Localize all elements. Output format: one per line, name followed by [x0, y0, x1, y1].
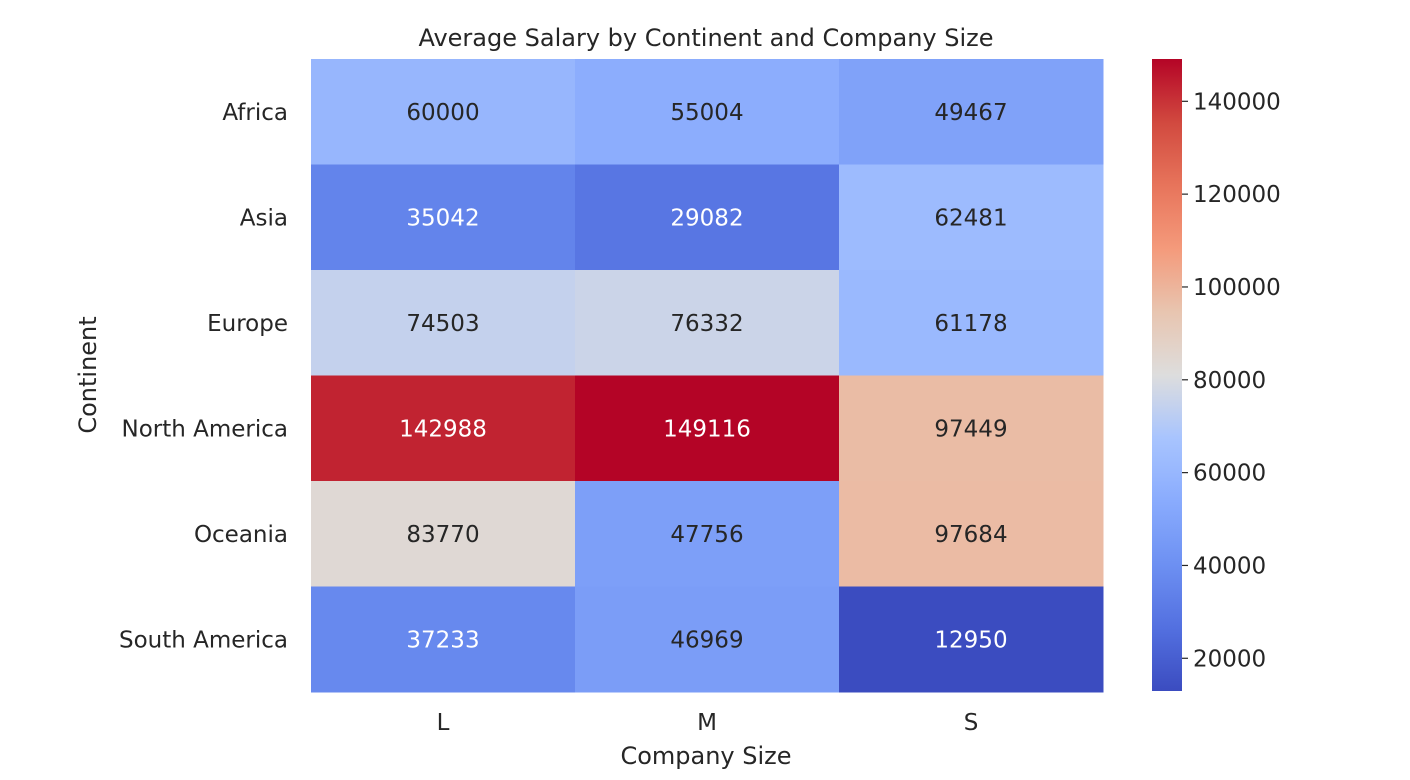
x-tick-label-2: S — [964, 710, 979, 736]
heatmap-cell-4-0 — [311, 481, 576, 587]
heatmap-cell-1-2 — [839, 164, 1104, 271]
colorbar-tick-label-5: 120000 — [1193, 182, 1281, 208]
heatmap-cell-3-2 — [839, 375, 1104, 482]
heatmap-cell-1-0 — [311, 164, 576, 271]
cell-value-label-1-2: 62481 — [934, 205, 1007, 231]
heatmap-cell-5-2 — [839, 586, 1104, 693]
cell-value-label-5-2: 12950 — [934, 627, 1007, 653]
heatmap-cells: 60000 55004 49467 35042 29082 62481 74503 76332… — [311, 59, 1104, 693]
x-tick-label-0: L — [437, 710, 450, 736]
colorbar-tick-label-0: 20000 — [1193, 646, 1266, 672]
heatmap-cell-2-1 — [575, 270, 840, 376]
y-tick-label-1: Asia — [240, 205, 288, 231]
cell-value-label-4-1: 47756 — [670, 522, 743, 548]
colorbar-ticks: 20000 40000 60000 80000 100000 120000 140000 — [1182, 89, 1281, 672]
cell-value-label-0-0: 60000 — [406, 100, 479, 126]
cell-value-label-4-2: 97684 — [934, 522, 1007, 548]
cell-value-label-3-2: 97449 — [934, 416, 1007, 442]
y-tick-label-4: Oceania — [194, 522, 288, 548]
colorbar-tick-label-6: 140000 — [1193, 89, 1281, 115]
y-tick-labels: Africa Asia Europe North America Oceania Sout… — [119, 100, 288, 654]
colorbar-tick-label-4: 100000 — [1193, 275, 1281, 301]
heatmap-cell-2-0 — [311, 270, 576, 376]
y-axis-label: Continent — [74, 316, 102, 433]
x-tick-label-1: M — [697, 710, 717, 736]
heatmap-cell-3-1 — [575, 375, 840, 482]
cell-value-label-3-1: 149116 — [663, 416, 751, 442]
colorbar-tick-label-3: 80000 — [1193, 368, 1266, 394]
heatmap-cell-4-1 — [575, 481, 840, 587]
y-tick-label-2: Europe — [207, 311, 288, 337]
cell-value-label-5-1: 46969 — [670, 627, 743, 653]
y-tick-label-5: South America — [119, 627, 288, 653]
heatmap-cell-4-2 — [839, 481, 1104, 587]
chart-title: Average Salary by Continent and Company … — [418, 24, 993, 52]
heatmap-cell-2-2 — [839, 270, 1104, 376]
heatmap-cell-5-1 — [575, 586, 840, 693]
cell-value-label-2-2: 61178 — [934, 311, 1007, 337]
heatmap-cell-3-0 — [311, 375, 576, 482]
heatmap-cell-0-0 — [311, 59, 576, 165]
colorbar-tick-label-1: 40000 — [1193, 553, 1266, 579]
cell-value-label-1-1: 29082 — [670, 205, 743, 231]
heatmap-cell-0-2 — [839, 59, 1104, 165]
cell-value-label-1-0: 35042 — [406, 205, 479, 231]
colorbar-tick-label-2: 60000 — [1193, 461, 1266, 487]
cell-value-label-4-0: 83770 — [406, 522, 479, 548]
cell-value-label-5-0: 37233 — [406, 627, 479, 653]
heatmap-cell-1-1 — [575, 164, 840, 271]
heatmap-cell-5-0 — [311, 586, 576, 693]
y-tick-label-3: North America — [121, 416, 288, 442]
cell-value-label-0-1: 55004 — [670, 100, 743, 126]
y-tick-label-0: Africa — [222, 100, 288, 126]
heatmap-cell-0-1 — [575, 59, 840, 165]
cell-value-label-3-0: 142988 — [399, 416, 487, 442]
x-axis-label: Company Size — [620, 742, 791, 770]
cell-value-label-0-2: 49467 — [934, 100, 1007, 126]
cell-value-label-2-0: 74503 — [406, 311, 479, 337]
cell-value-label-2-1: 76332 — [670, 311, 743, 337]
colorbar — [1152, 59, 1182, 691]
